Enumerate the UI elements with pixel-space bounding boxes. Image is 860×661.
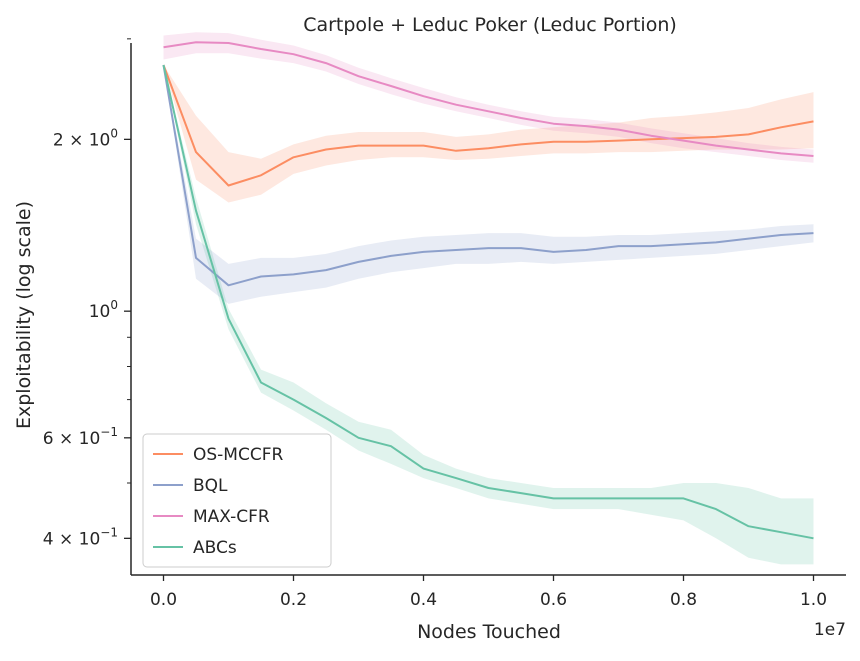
os-mccfr-line [162, 64, 814, 187]
y-tick-mantissa: 2 × 10 [53, 130, 111, 150]
x-axis-ticks: 0.0 0.2 0.4 0.6 0.8 1.0 [150, 575, 827, 610]
x-tick-label: 0.0 [150, 590, 177, 610]
x-axis-label: Nodes Touched [417, 621, 561, 643]
legend: OS-MCCFR BQL MAX-CFR ABCs [142, 433, 332, 568]
abcs-band [163, 65, 814, 565]
x-tick-label: 0.2 [280, 590, 307, 610]
abcs-line [162, 64, 814, 540]
x-tick-label: 0.4 [410, 590, 437, 610]
x-tick-label: 1.0 [800, 590, 827, 610]
bql-line [162, 64, 814, 287]
legend-label-os-mccfr: OS-MCCFR [193, 445, 283, 465]
max-cfr-line [163, 41, 814, 157]
series-lines [162, 41, 814, 540]
y-tick-exponent: 0 [110, 126, 118, 140]
y-tick-exponent: −1 [100, 425, 118, 439]
y-tick-mantissa: 10 [89, 302, 111, 322]
max-cfr-band [163, 32, 814, 163]
y-tick-label: 100 [89, 298, 118, 322]
y-tick-label: 2 × 100 [53, 126, 118, 150]
legend-box [142, 433, 332, 568]
legend-label-abcs: ABCs [193, 538, 237, 558]
chart-title: Cartpole + Leduc Poker (Leduc Portion) [303, 14, 677, 36]
y-tick-exponent: −1 [100, 525, 118, 539]
y-tick-exponent: 0 [110, 298, 118, 312]
y-axis-label: Exploitability (log scale) [13, 201, 35, 429]
bql-band [163, 65, 814, 304]
legend-label-bql: BQL [193, 476, 228, 496]
os-mccfr-band [163, 65, 814, 203]
y-tick-mantissa: 6 × 10 [43, 429, 101, 449]
x-tick-label: 0.6 [540, 590, 567, 610]
x-axis-offset-label: 1e7 [814, 620, 846, 640]
y-tick-label: 4 × 10−1 [43, 525, 118, 549]
x-tick-label: 0.8 [670, 590, 697, 610]
axes [130, 43, 846, 576]
y-tick-mantissa: 4 × 10 [43, 529, 101, 549]
confidence-bands [163, 32, 814, 565]
y-tick-label: 6 × 10−1 [43, 425, 118, 449]
legend-label-max-cfr: MAX-CFR [193, 507, 270, 527]
